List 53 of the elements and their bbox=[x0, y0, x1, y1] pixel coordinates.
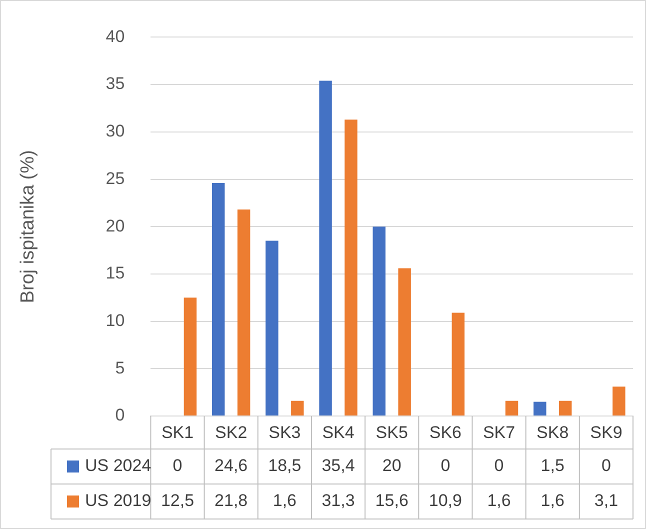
legend-label: US 2019 bbox=[85, 491, 152, 510]
bar bbox=[558, 400, 572, 416]
bar bbox=[344, 120, 358, 416]
x-tick-label: SK4 bbox=[322, 423, 354, 442]
data-label: 1,6 bbox=[272, 491, 296, 510]
data-label: 35,4 bbox=[322, 456, 355, 476]
data-label: 15,6 bbox=[375, 491, 408, 510]
bar bbox=[505, 400, 518, 416]
data-label: 3,1 bbox=[594, 491, 618, 510]
y-tick-label: 30 bbox=[106, 122, 125, 141]
bar bbox=[291, 400, 304, 416]
bar bbox=[237, 210, 250, 416]
x-tick-label: SK3 bbox=[268, 423, 301, 442]
y-tick-label: 0 bbox=[115, 406, 125, 425]
bar bbox=[452, 312, 465, 416]
data-label: 12,5 bbox=[160, 491, 194, 510]
x-tick-label: SK8 bbox=[536, 423, 569, 442]
data-label: 0 bbox=[601, 456, 611, 476]
bar bbox=[184, 298, 197, 416]
data-label: 1,6 bbox=[540, 491, 564, 510]
bar bbox=[612, 386, 626, 416]
x-tick-label: SK5 bbox=[376, 423, 408, 442]
x-tick-label: SK1 bbox=[161, 423, 194, 442]
y-tick-label: 35 bbox=[106, 74, 125, 94]
bar bbox=[534, 402, 546, 416]
y-tick-label: 20 bbox=[106, 216, 125, 236]
bar bbox=[266, 240, 278, 416]
bar bbox=[372, 226, 386, 416]
data-label: 0 bbox=[440, 456, 450, 476]
data-label: 21,8 bbox=[214, 491, 248, 510]
data-label: 1,6 bbox=[487, 491, 511, 510]
y-tick-label: 10 bbox=[106, 310, 125, 330]
data-label: 1,5 bbox=[540, 456, 564, 476]
y-tick-label: 25 bbox=[106, 168, 125, 188]
x-tick-label: SK9 bbox=[590, 423, 622, 442]
y-tick-label: 15 bbox=[106, 264, 125, 283]
data-label: 31,3 bbox=[322, 491, 355, 510]
legend-label: US 2024 bbox=[85, 456, 152, 476]
data-label: 18,5 bbox=[268, 456, 302, 476]
y-tick-label: 5 bbox=[115, 358, 125, 378]
data-label: 10,9 bbox=[428, 491, 462, 510]
x-tick-label: SK7 bbox=[482, 423, 516, 442]
y-axis-title: Broj ispitanika (%) bbox=[18, 150, 39, 304]
x-tick-label: SK6 bbox=[429, 423, 462, 442]
bar bbox=[212, 183, 225, 416]
data-label: 0 bbox=[172, 456, 182, 476]
bar bbox=[319, 80, 332, 416]
bar bbox=[398, 268, 411, 416]
data-label: 20 bbox=[382, 456, 402, 476]
y-tick-label: 40 bbox=[106, 26, 125, 46]
data-label: 24,6 bbox=[214, 456, 248, 476]
x-tick-label: SK2 bbox=[215, 423, 248, 442]
data-label: 0 bbox=[494, 456, 504, 476]
